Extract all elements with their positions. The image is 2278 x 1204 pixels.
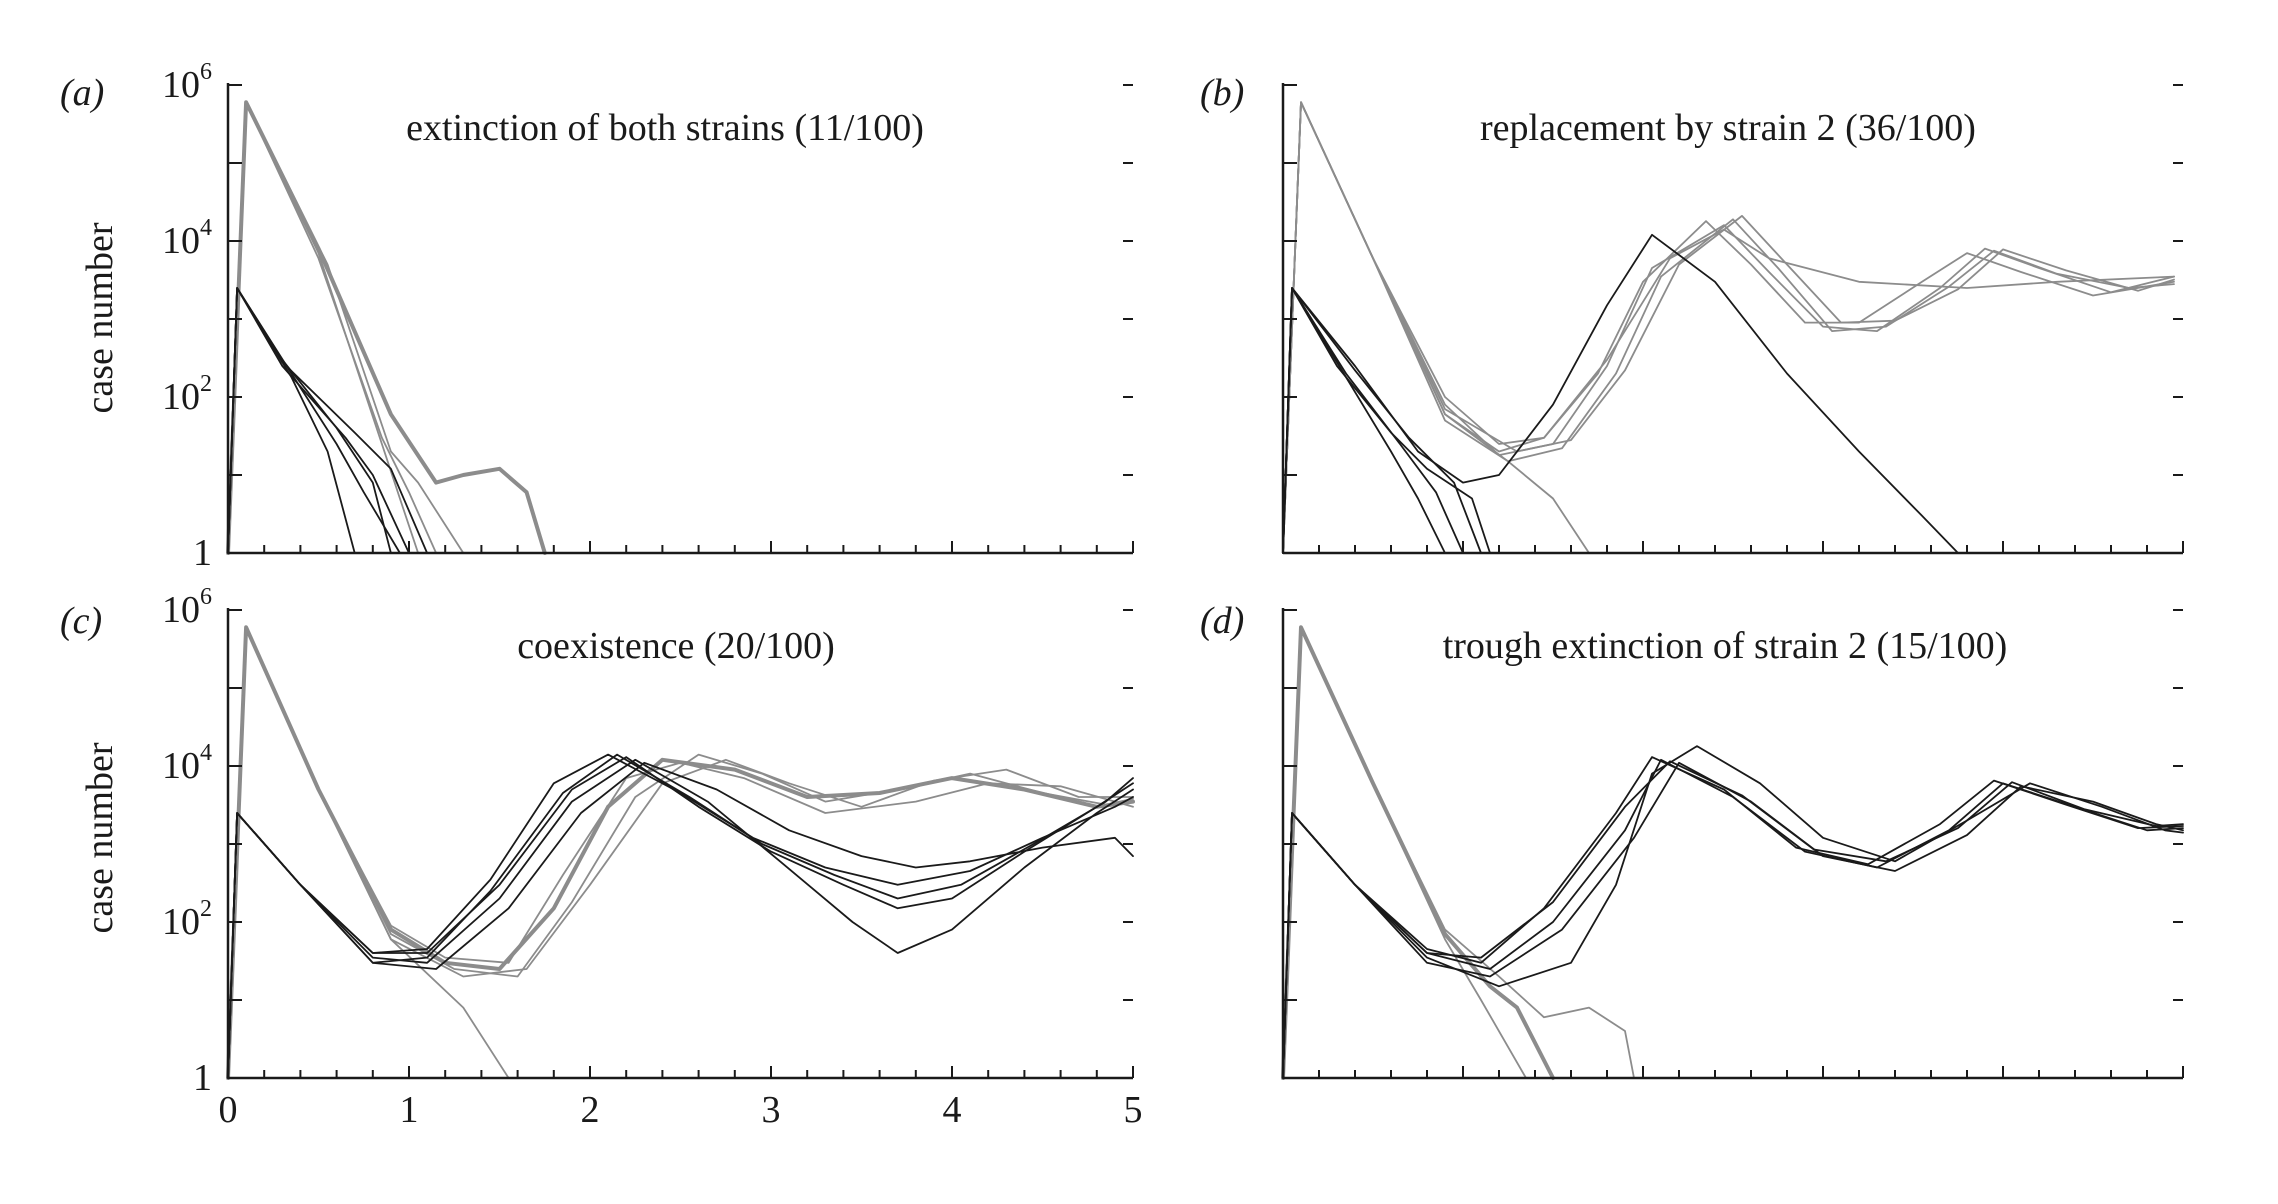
panel-c-x-tick-label: 5 xyxy=(1124,1089,1143,1131)
panel-a-y-tick-label: 102 xyxy=(162,371,212,418)
panel-a-y-tick-label: 1 xyxy=(193,532,212,574)
panel-d-axes xyxy=(1281,608,2184,1080)
y-axis-label-bottom: case number xyxy=(79,742,121,933)
panel-c-series-2 xyxy=(227,626,1134,1079)
panel-a-series-8 xyxy=(227,287,356,554)
panel-b-series-10 xyxy=(1282,287,1446,554)
panel-c-x-tick-label: 4 xyxy=(943,1089,962,1131)
panel-b-series-5 xyxy=(1282,101,2175,554)
panel-b-series-4 xyxy=(1282,101,2175,554)
panel-b-axes xyxy=(1281,83,2184,555)
panel-c-series-5 xyxy=(227,756,1134,1079)
panel-d: (d) trough extinction of strain 2 (15/10… xyxy=(1200,600,2184,1080)
panel-b-letter: (b) xyxy=(1200,72,1244,114)
panel-d-series-6 xyxy=(1282,745,2184,1079)
panel-a-series-3 xyxy=(227,101,465,554)
panel-a-letter: (a) xyxy=(60,72,104,114)
panel-a-series-4 xyxy=(227,287,392,554)
panel-a-series-5 xyxy=(227,287,410,554)
panel-b-series-3 xyxy=(1282,101,2175,554)
panel-d-series-0 xyxy=(1281,625,1555,1080)
panel-c-y-tick-label: 1 xyxy=(193,1057,212,1099)
panel-b-series xyxy=(1282,101,2175,554)
panel-a-title: extinction of both strains (11/100) xyxy=(406,107,924,149)
panel-d-series-3 xyxy=(1282,758,2184,1079)
panel-c-y-tick-label: 104 xyxy=(162,740,212,787)
panel-d-title: trough extinction of strain 2 (15/100) xyxy=(1443,625,2008,667)
panel-c-x-tick-label: 2 xyxy=(581,1089,600,1131)
panel-c-y-tick-label: 102 xyxy=(162,896,212,943)
panel-a: (a) extinction of both strains (11/100) … xyxy=(60,59,1134,574)
panel-c-x-tick-label: 3 xyxy=(762,1089,781,1131)
panel-c-series-9 xyxy=(227,761,1134,1079)
panel-c-series-0 xyxy=(226,625,1135,1080)
panel-a-series-0 xyxy=(226,100,547,555)
panel-c-series xyxy=(226,625,1135,1080)
panel-a-series-2 xyxy=(227,101,420,554)
panel-c: (c) coexistence (20/100) case number 110… xyxy=(60,584,1143,1131)
panel-d-series xyxy=(1281,625,2184,1080)
panel-a-series xyxy=(226,100,547,555)
panel-c-series-6 xyxy=(227,753,1134,1079)
panel-c-series-8 xyxy=(227,753,1134,1079)
panel-c-x-tick-label: 0 xyxy=(219,1089,238,1131)
panel-c-letter: (c) xyxy=(60,600,102,642)
panel-d-series-4 xyxy=(1282,761,2184,1079)
panel-c-series-7 xyxy=(227,758,1134,1079)
panel-d-letter: (d) xyxy=(1200,600,1244,642)
panel-b: (b) replacement by strain 2 (36/100) xyxy=(1200,72,2184,555)
y-axis-label-top: case number xyxy=(79,222,121,413)
panel-c-x-tick-label: 1 xyxy=(400,1089,419,1131)
panel-d-series-2 xyxy=(1282,626,1527,1079)
panel-b-title: replacement by strain 2 (36/100) xyxy=(1480,107,1976,149)
panel-c-title: coexistence (20/100) xyxy=(517,625,835,667)
panel-c-series-1 xyxy=(227,626,1134,1079)
panel-b-series-6 xyxy=(1282,101,1590,554)
panel-a-y-tick-label: 104 xyxy=(162,215,212,262)
panel-b-series-0 xyxy=(1282,233,1959,554)
panel-b-series-2 xyxy=(1282,101,2175,554)
panel-d-series-7 xyxy=(1282,760,2184,1079)
panel-a-y-tick-label: 106 xyxy=(162,59,212,106)
panel-c-y-tick-label: 106 xyxy=(162,584,212,631)
panel-b-series-9 xyxy=(1282,287,1491,554)
panel-b-series-1 xyxy=(1282,101,2175,554)
panel-a-axes: 1 102 104 106 xyxy=(162,59,1134,574)
panel-c-series-4 xyxy=(227,626,510,1079)
panel-d-series-1 xyxy=(1282,626,1635,1079)
panel-d-series-5 xyxy=(1282,756,2184,1079)
panel-c-series-3 xyxy=(227,626,1134,1079)
